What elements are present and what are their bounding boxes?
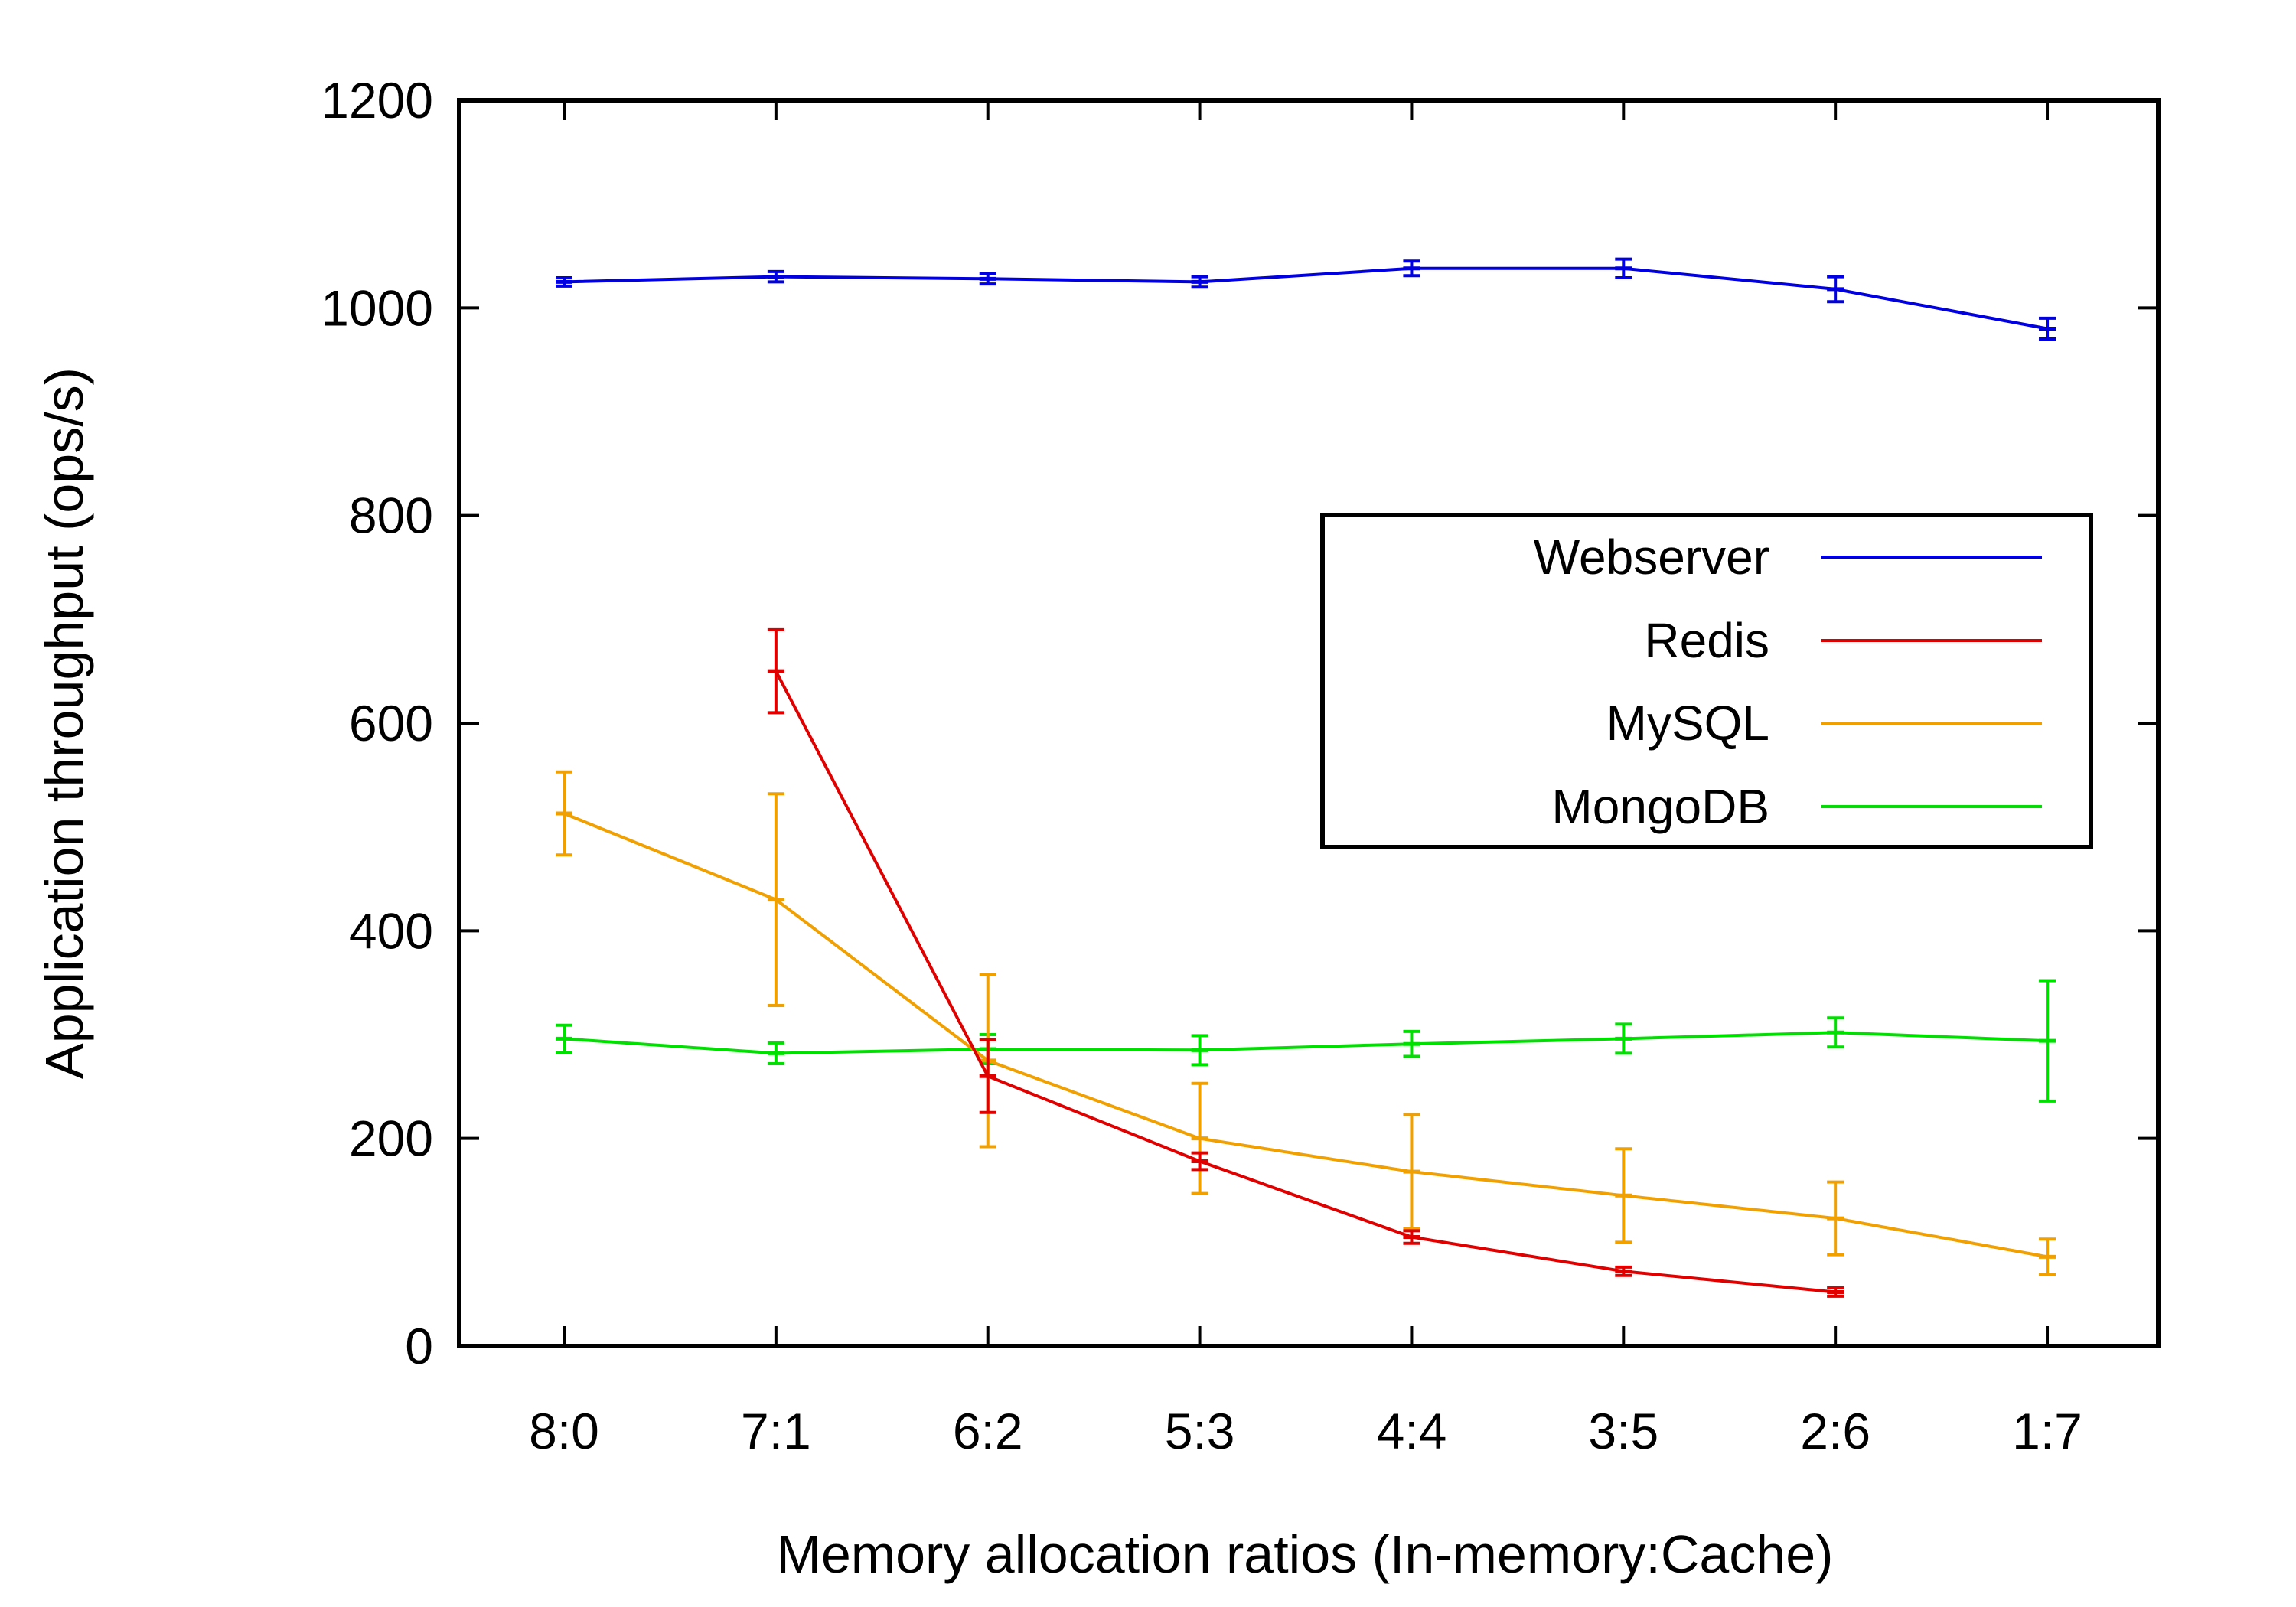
series-webserver <box>556 257 2056 341</box>
y-tick-label: 1200 <box>321 72 433 129</box>
x-tick-label: 1:7 <box>2012 1403 2082 1459</box>
series-line-mongodb <box>563 1031 2048 1055</box>
x-tick-label: 2:6 <box>1800 1403 1870 1459</box>
y-tick-label: 0 <box>405 1318 433 1374</box>
x-tick-label: 4:4 <box>1377 1403 1447 1459</box>
x-tick-label: 8:0 <box>529 1403 599 1459</box>
legend: Webserver Redis MySQL MongoDB <box>1320 513 2093 849</box>
x-tick-label: 6:2 <box>953 1403 1023 1459</box>
y-tick-label: 800 <box>349 487 433 544</box>
legend-label-webserver: Webserver <box>1534 530 1769 585</box>
series-line-mysql <box>563 812 2048 1259</box>
x-axis-title: Memory allocation ratios (In-memory:Cach… <box>777 1524 1834 1584</box>
series-line-redis <box>775 670 1836 1294</box>
x-tick-label: 7:1 <box>741 1403 811 1459</box>
x-tick-label: 3:5 <box>1588 1403 1658 1459</box>
series-mongodb <box>556 979 2056 1103</box>
y-tick-label: 1000 <box>321 279 433 336</box>
x-tick-label: 5:3 <box>1165 1403 1235 1459</box>
legend-label-mysql: MySQL <box>1606 696 1769 751</box>
series-mysql <box>556 770 2056 1276</box>
series-redis <box>767 627 1844 1298</box>
y-axis-title: Application throughput (ops/s) <box>34 367 94 1079</box>
ticks-layer: 0 200 400 600 800 1000 1200 8:0 7:1 6:2 5:3 4:4 3:5 2… <box>321 72 2158 1459</box>
series-layer <box>556 257 2056 1298</box>
legend-box <box>1320 513 2093 849</box>
legend-label-redis: Redis <box>1644 613 1769 668</box>
y-tick-label: 600 <box>349 695 433 751</box>
y-tick-label: 400 <box>349 902 433 959</box>
y-tick-label: 200 <box>349 1110 433 1167</box>
series-line-webserver <box>563 266 2048 331</box>
legend-label-mongodb: MongoDB <box>1551 779 1769 834</box>
